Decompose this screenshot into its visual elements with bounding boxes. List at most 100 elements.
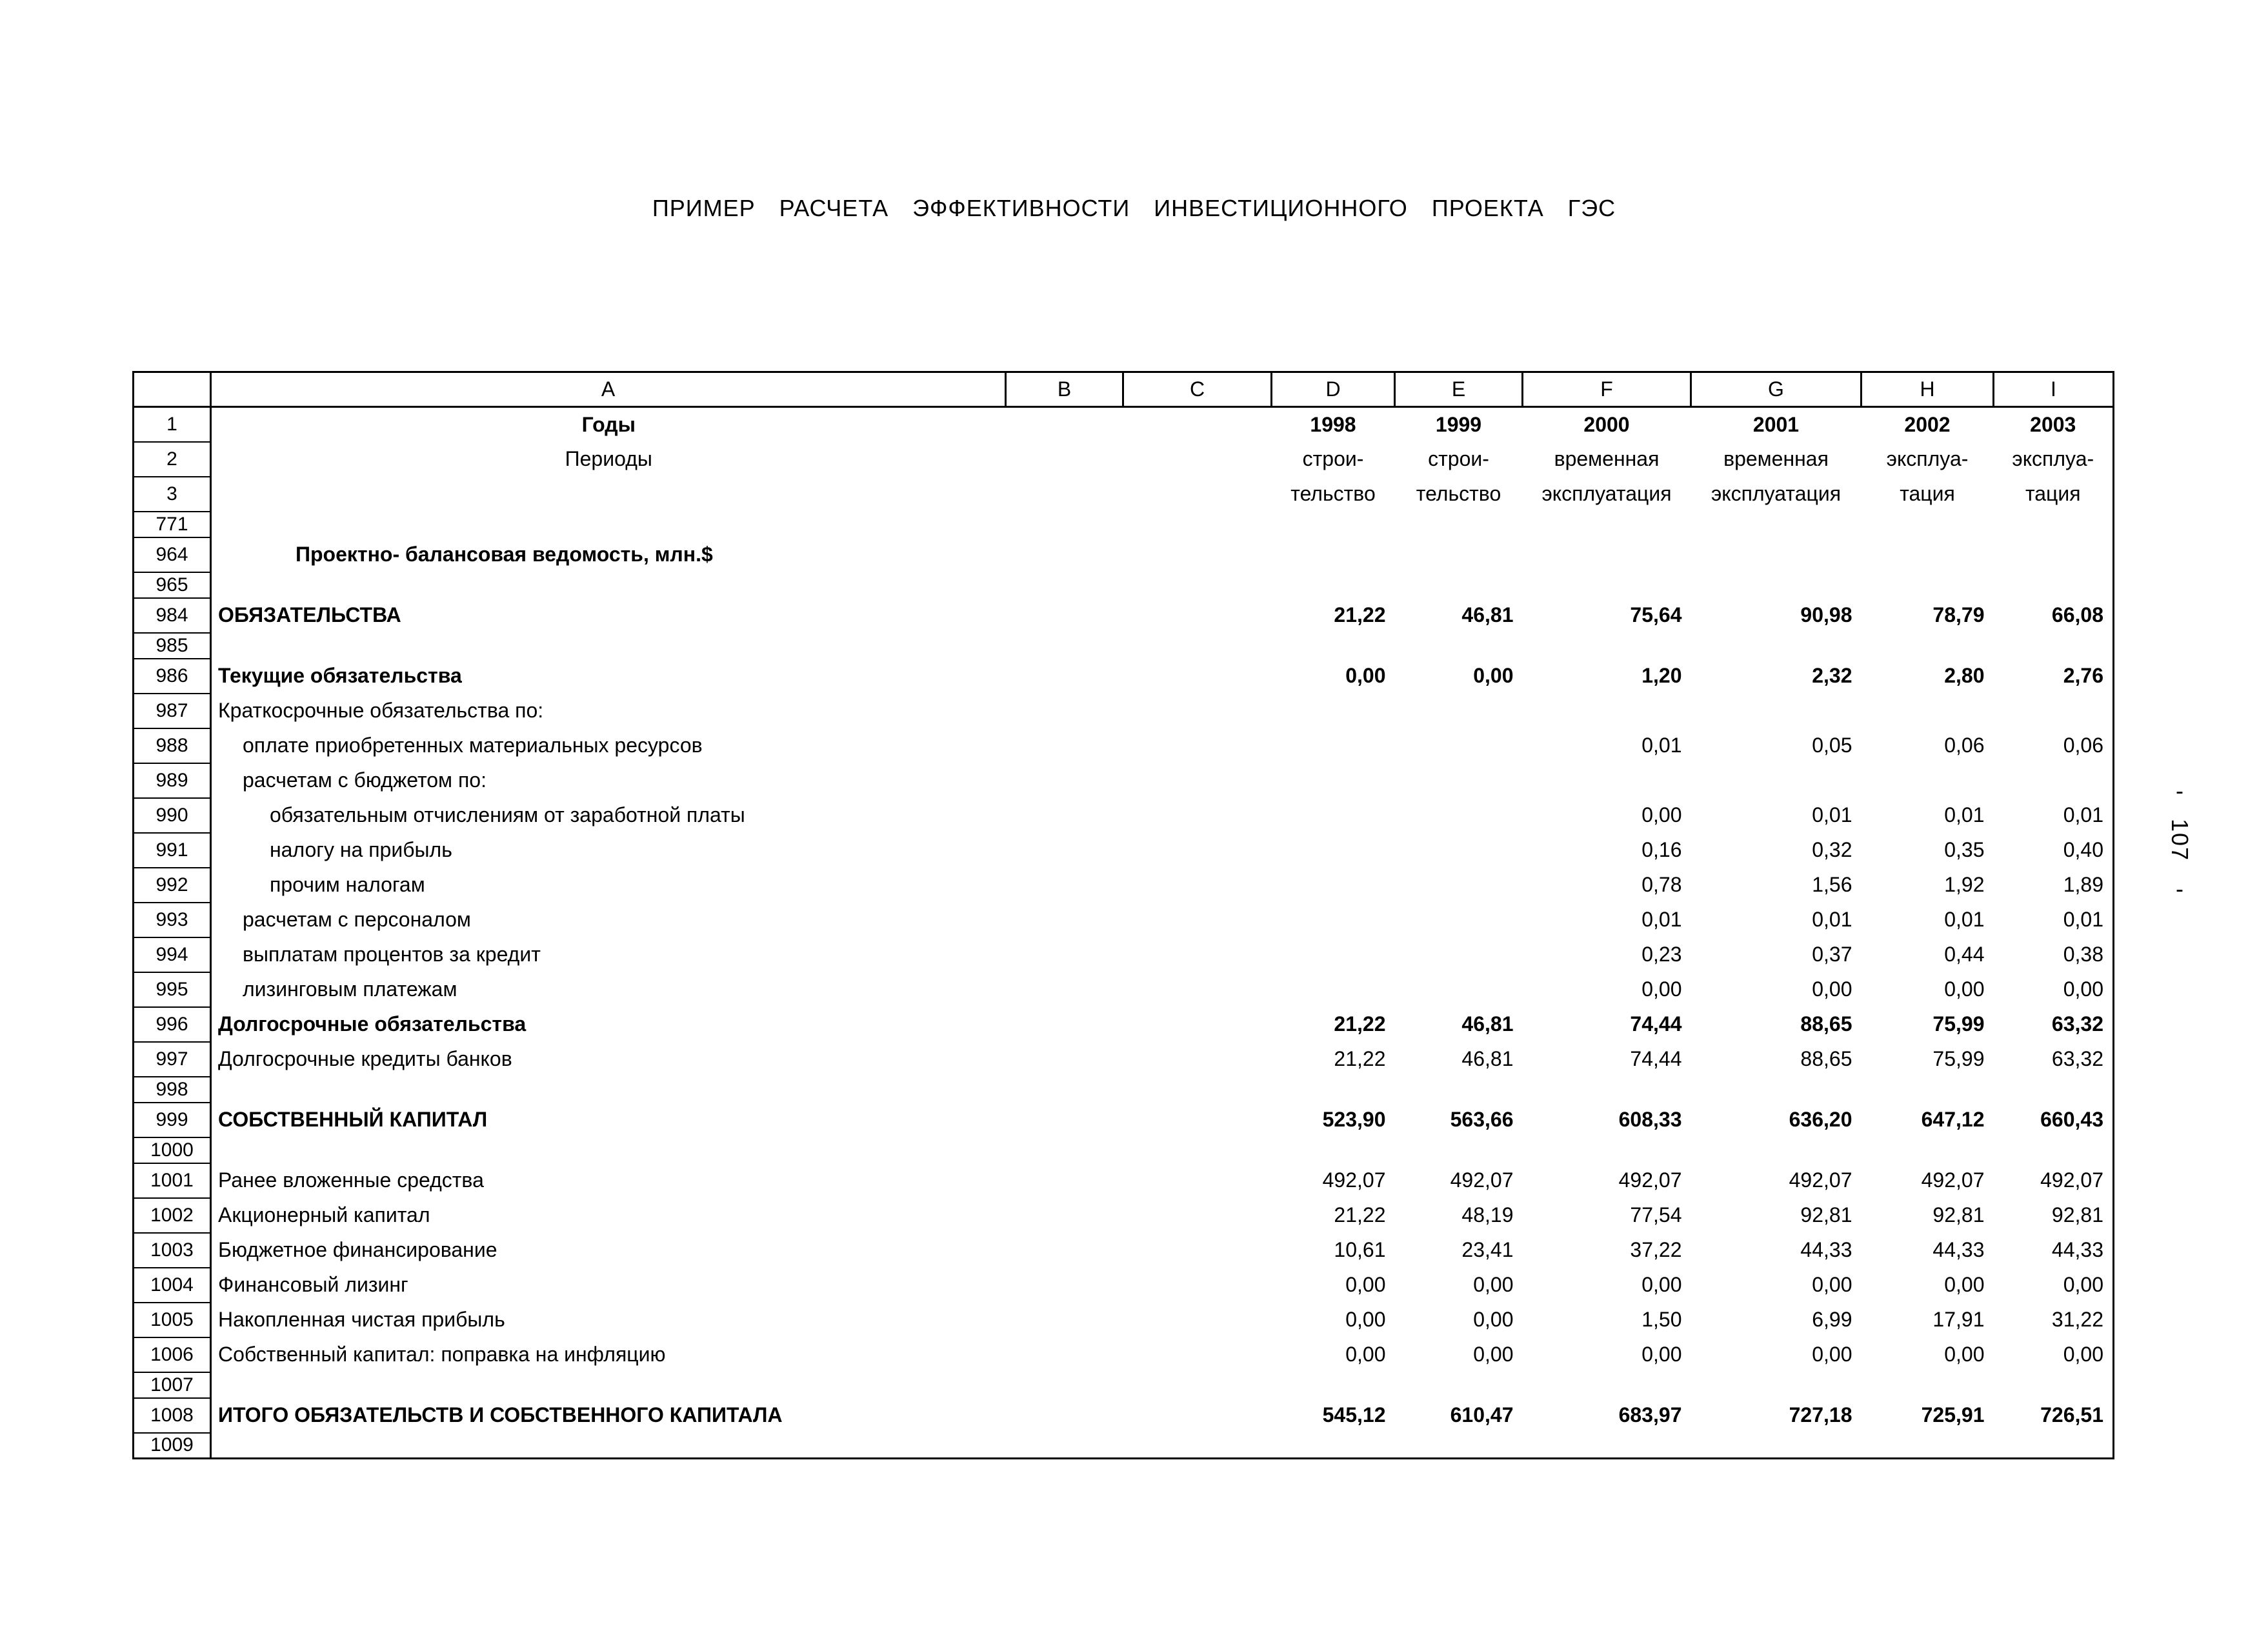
blank-cell [1123,903,1272,937]
table-row: 986 Текущие обязательства 0,00 0,00 1,20… [132,658,2114,694]
value-cell: 0,00 [1944,1343,1985,1366]
row-number: 771 [132,511,212,538]
blank-cell [1006,903,1123,937]
blank-cell [1123,477,1272,512]
table-row: 1001 Ранее вложенные средства 492,07 492… [132,1163,2114,1199]
value-cell: 0,32 [1812,838,1852,861]
side-dash-bottom: - [2176,876,2183,902]
table-row: 989 расчетам с бюджетом по: [132,763,2114,799]
value-cell: 0,00 [1812,1343,1852,1366]
row-number: 995 [132,972,212,1008]
value-cell [1523,1077,1691,1103]
value-cell: 0,00 [1473,1343,1514,1366]
value-cell: 88,65 [1800,1047,1852,1070]
row-label [210,1432,1006,1459]
value-cell: 0,37 [1812,943,1852,966]
value-cell [1272,868,1395,903]
value-cell: 0,00 [1993,1267,2114,1303]
column-letter-F: F [1521,371,1692,408]
value-cell: 0,44 [1944,943,1985,966]
value-cell [1272,633,1395,659]
value-cell [1691,1077,1862,1103]
value-cell: 0,06 [1993,728,2114,763]
table-row: 990 обязательным отчислениям от заработн… [132,797,2114,834]
blank-cell [1123,1103,1272,1137]
row-number: 964 [132,537,212,573]
row-label [211,512,1006,537]
blank-cell [1123,694,1272,728]
blank-cell [1123,1137,1272,1163]
value-cell [1691,1372,1862,1398]
value-cell [1993,1076,2114,1103]
value-cell [1523,694,1691,728]
blank-cell [1123,1007,1272,1042]
value-cell: строи- [1428,447,1489,470]
value-cell: 0,00 [1345,664,1386,687]
value-cell: 0,00 [1473,1273,1514,1296]
row-label: прочим налогам [270,873,425,896]
value-cell [1691,1432,1862,1459]
value-cell [1395,763,1523,798]
row-label: Проектно- балансовая ведомость, млн.$ [296,543,713,566]
value-cell: 0,06 [1944,734,1985,757]
value-cell: 2003 [1993,406,2114,442]
blank-cell [1006,1233,1123,1268]
value-cell: 92,81 [1993,1197,2114,1233]
value-cell [1272,572,1395,598]
value-cell: 2,32 [1812,664,1852,687]
row-label: Годы [581,412,636,436]
value-cell: эксплуатация [1711,482,1841,505]
row-label: Акционерный капитал [218,1203,430,1226]
row-label [211,1077,1006,1103]
value-cell: 0,78 [1641,873,1682,896]
value-cell [1272,1372,1395,1398]
value-cell [1522,1432,1691,1459]
value-cell: 0,00 [1812,977,1852,1001]
value-cell [1862,537,1994,572]
value-cell: 0,01 [1812,803,1852,826]
value-cell: временная [1554,447,1660,470]
row-label [211,1372,1006,1398]
value-cell [1862,572,1994,598]
value-cell [1395,972,1523,1007]
column-letter-I: I [1992,371,2114,408]
blank-cell [1006,572,1123,598]
row-label: выплатам процентов за кредит [243,943,541,966]
value-cell [1993,511,2114,537]
value-cell [1993,1432,2114,1459]
value-cell: тация [1993,476,2114,512]
row-number-column-header [132,371,212,408]
blank-cell [1006,512,1123,537]
value-cell [1993,537,2114,572]
value-cell [1862,633,1994,659]
value-cell [1395,537,1523,572]
column-letter-A: A [210,371,1007,408]
blank-cell [1006,1077,1123,1103]
row-number: 990 [132,797,212,834]
blank-cell [1006,598,1123,633]
blank-cell [1006,1007,1123,1042]
value-cell [1395,937,1523,972]
row-label: СОБСТВЕННЫЙ КАПИТАЛ [218,1108,488,1131]
value-cell [1395,1372,1523,1398]
table-row: 991 налогу на прибыль 0,16 0,32 0,35 0,4… [132,832,2114,868]
value-cell [1993,632,2114,659]
blank-cell [1123,1077,1272,1103]
row-number: 999 [132,1102,212,1138]
value-cell [1272,1077,1395,1103]
blank-cell [1123,659,1272,694]
value-cell [1691,763,1862,798]
value-cell: 0,00 [1345,1308,1386,1331]
blank-cell [1123,598,1272,633]
table-row: 985 [132,632,2114,659]
blank-cell [1006,694,1123,728]
table-row: 996 Долгосрочные обязательства 21,22 46,… [132,1006,2114,1043]
row-number: 987 [132,693,212,729]
value-cell: тельство [1416,482,1501,505]
value-cell: 0,00 [1641,803,1682,826]
blank-cell [1006,972,1123,1007]
value-cell [1523,633,1691,659]
row-number: 998 [132,1076,212,1103]
table-row: 964 Проектно- балансовая ведомость, млн.… [132,537,2114,573]
table-row: 2 Периоды строи- строи- временная времен… [132,441,2114,477]
